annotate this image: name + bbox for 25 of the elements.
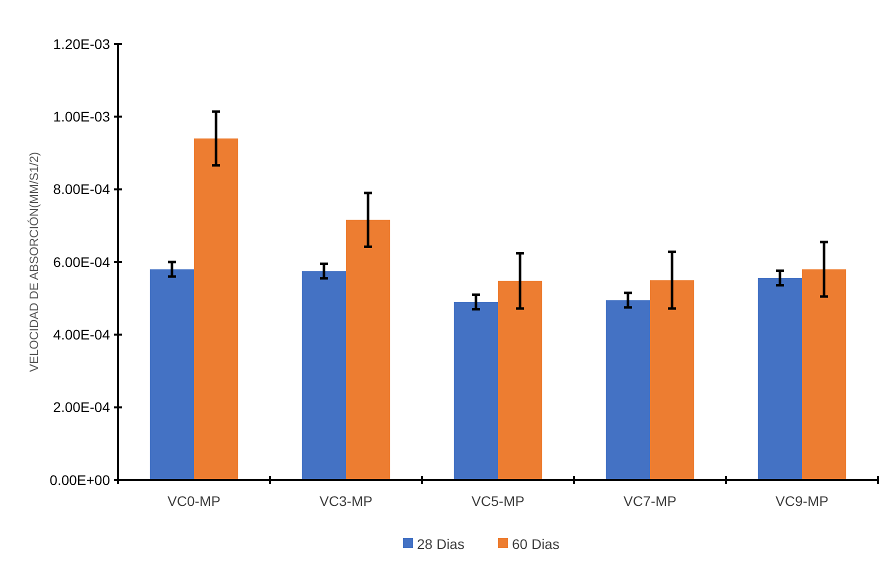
y-tick-label: 4.00E-04 xyxy=(53,326,110,343)
bar xyxy=(150,269,194,480)
x-tick-label: VC5-MP xyxy=(472,493,524,509)
bar xyxy=(454,302,498,480)
bar xyxy=(194,138,238,480)
x-tick-label: VC7-MP xyxy=(624,493,676,509)
y-tick-label: 2.00E-04 xyxy=(53,399,110,416)
bar xyxy=(802,269,846,480)
legend-label: 28 Dias xyxy=(417,536,464,552)
bar xyxy=(346,220,390,480)
y-tick-label: 6.00E-04 xyxy=(53,254,110,270)
y-tick-label: 8.00E-04 xyxy=(53,181,110,198)
bar xyxy=(758,278,802,480)
x-tick-label: VC9-MP xyxy=(776,493,828,509)
y-tick-label: 0.00E+00 xyxy=(50,472,110,488)
y-axis-title: VELOCIDAD DE ABSORCIÓN(MM/S1/2) xyxy=(27,152,41,372)
x-tick-label: VC3-MP xyxy=(320,493,372,509)
y-tick-label: 1.20E-03 xyxy=(53,36,110,52)
y-tick-label: 1.00E-03 xyxy=(53,108,110,125)
bar xyxy=(302,271,346,480)
bar xyxy=(650,280,694,480)
bar xyxy=(498,280,542,480)
bar xyxy=(606,300,650,480)
legend-label: 60 Dias xyxy=(512,536,560,552)
x-tick-label: VC0-MP xyxy=(168,493,220,509)
